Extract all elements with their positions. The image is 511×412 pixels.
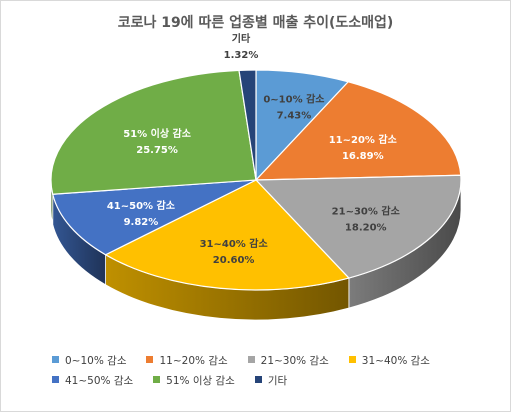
data-label-value-6: 25.75% [136, 145, 178, 156]
data-label-category-4: 31~40% 감소 [200, 238, 268, 250]
pie-slices [50, 69, 462, 291]
chart-legend: 0~10% 감소 11~20% 감소 21~30% 감소 31~40% 감소 41~50… [52, 351, 472, 391]
legend-item-7: 기타 [254, 371, 288, 391]
data-label-category-5: 41~50% 감소 [107, 200, 175, 212]
data-label-value-4: 20.60% [213, 255, 255, 266]
pie-slice-7 [238, 69, 257, 181]
legend-swatch [348, 356, 356, 363]
data-label-value-5: 9.82% [124, 217, 159, 228]
data-label-value-2: 16.89% [342, 151, 384, 162]
data-label-category-7: 기타 [232, 32, 251, 45]
legend-swatch [146, 356, 154, 363]
legend-label: 21~30% 감소 [260, 355, 329, 367]
pie-slice-2 [254, 81, 462, 181]
legend-swatch [254, 376, 262, 383]
data-label-category-2: 11~20% 감소 [329, 134, 397, 146]
pie-slice-6 [50, 69, 257, 195]
legend-label: 기타 [267, 375, 288, 387]
legend-item-1: 0~10% 감소 [52, 351, 126, 371]
legend-item-5: 41~50% 감소 [52, 371, 133, 391]
legend-swatch [52, 356, 59, 363]
legend-label: 51% 이상 감소 [166, 375, 235, 387]
data-label-value-7: 1.32% [224, 50, 259, 61]
pie-slice-1 [255, 69, 350, 182]
legend-swatch [52, 376, 59, 383]
data-label-value-1: 7.43% [277, 110, 312, 121]
data-label-category-3: 21~30% 감소 [332, 205, 400, 217]
legend-swatch [153, 376, 161, 383]
legend-item-3: 21~30% 감소 [247, 351, 329, 371]
legend-label: 31~40% 감소 [361, 355, 430, 367]
pie-slice-4 [104, 179, 351, 291]
pie-slice-3 [254, 174, 462, 279]
legend-item-6: 51% 이상 감소 [153, 371, 235, 391]
pie-slice-5 [51, 179, 257, 256]
chart-title: 코로나 19에 따른 업종별 매출 추이(도소매업) [117, 15, 394, 31]
legend-label: 11~20% 감소 [159, 355, 228, 367]
legend-swatch [247, 356, 255, 363]
legend-item-2: 11~20% 감소 [146, 351, 228, 371]
legend-label: 41~50% 감소 [65, 375, 134, 387]
legend-label: 0~10% 감소 [65, 355, 127, 367]
data-label-category-1: 0~10% 감소 [263, 93, 324, 105]
legend-item-4: 31~40% 감소 [348, 351, 430, 371]
pie-data-labels: 0~10% 감소 7.43% 11~20% 감소 16.89% 21~30% 감소 18.… [107, 32, 400, 266]
data-label-category-6: 51% 이상 감소 [123, 127, 191, 140]
data-label-value-3: 18.20% [345, 222, 387, 233]
